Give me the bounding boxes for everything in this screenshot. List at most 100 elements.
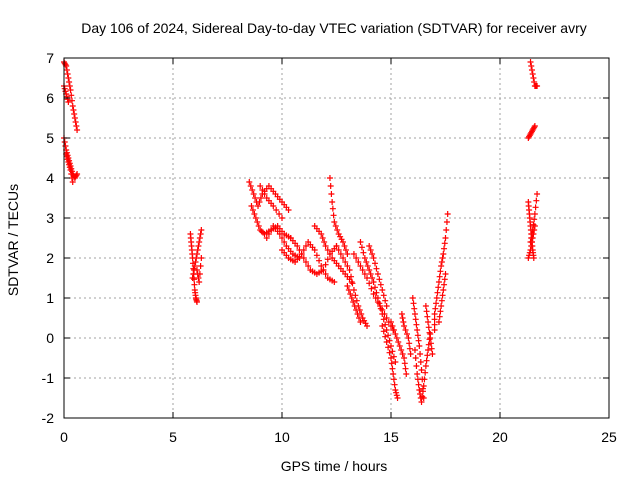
y-tick-label: 7 bbox=[46, 50, 54, 66]
data-point bbox=[66, 164, 73, 171]
data-point bbox=[444, 211, 451, 217]
y-tick-label: 3 bbox=[46, 210, 54, 226]
data-point bbox=[63, 153, 70, 160]
data-point bbox=[390, 376, 397, 383]
data-point bbox=[388, 355, 394, 361]
data-point bbox=[350, 251, 357, 257]
data-point bbox=[390, 371, 397, 377]
data-point bbox=[370, 255, 377, 261]
data-point bbox=[356, 315, 363, 321]
data-point bbox=[528, 63, 535, 69]
data-point bbox=[401, 360, 408, 367]
data-point bbox=[256, 199, 263, 205]
data-point bbox=[279, 215, 285, 221]
data-point bbox=[434, 289, 441, 296]
data-point bbox=[346, 267, 353, 273]
data-point bbox=[410, 300, 417, 307]
y-tick-label: 0 bbox=[46, 330, 54, 346]
data-point bbox=[424, 313, 431, 320]
data-point bbox=[531, 211, 538, 217]
data-point bbox=[69, 179, 76, 185]
data-point bbox=[357, 319, 364, 325]
data-point bbox=[326, 175, 333, 181]
data-point bbox=[531, 223, 538, 229]
data-point bbox=[68, 92, 75, 99]
data-series-sdtvar bbox=[61, 59, 541, 405]
data-point bbox=[400, 319, 407, 325]
data-point bbox=[368, 285, 375, 292]
data-point bbox=[347, 291, 354, 297]
data-point bbox=[431, 311, 438, 317]
y-tick-label: -1 bbox=[42, 370, 55, 386]
data-point bbox=[534, 191, 541, 197]
data-point bbox=[435, 279, 442, 285]
x-tick-label: 10 bbox=[274, 429, 290, 445]
data-point bbox=[376, 300, 383, 307]
data-point bbox=[313, 252, 320, 259]
data-point bbox=[73, 172, 80, 179]
data-point bbox=[527, 247, 534, 253]
data-point bbox=[366, 267, 373, 273]
data-point bbox=[443, 219, 450, 225]
data-point bbox=[437, 268, 444, 275]
data-point bbox=[316, 257, 323, 264]
data-point bbox=[414, 376, 421, 383]
x-tick-label: 5 bbox=[169, 429, 177, 445]
data-point bbox=[441, 240, 448, 247]
data-point bbox=[322, 261, 329, 268]
data-point bbox=[414, 332, 421, 339]
data-point bbox=[529, 235, 536, 241]
data-point bbox=[438, 259, 445, 265]
data-point bbox=[389, 365, 396, 372]
data-point bbox=[62, 61, 69, 68]
data-point bbox=[415, 381, 422, 388]
y-tick-label: 1 bbox=[46, 290, 54, 306]
data-point bbox=[372, 284, 379, 291]
data-point bbox=[386, 349, 393, 356]
data-point bbox=[348, 279, 355, 285]
x-tick-label: 15 bbox=[383, 429, 399, 445]
data-point bbox=[348, 273, 355, 280]
data-point bbox=[69, 103, 76, 109]
data-point bbox=[61, 85, 68, 92]
data-point bbox=[296, 247, 303, 253]
data-point bbox=[62, 143, 69, 149]
data-point bbox=[268, 227, 275, 233]
data-point bbox=[432, 305, 439, 312]
data-point bbox=[193, 299, 200, 305]
data-point bbox=[250, 191, 257, 197]
data-point bbox=[197, 231, 204, 237]
data-point bbox=[340, 239, 347, 245]
data-point bbox=[333, 243, 340, 249]
data-point bbox=[526, 252, 533, 259]
data-point bbox=[249, 207, 256, 213]
data-point bbox=[409, 295, 416, 301]
data-point bbox=[405, 335, 412, 341]
data-point bbox=[393, 389, 400, 396]
data-point bbox=[320, 267, 327, 273]
data-point bbox=[331, 279, 338, 285]
data-point bbox=[393, 335, 400, 341]
data-point bbox=[424, 352, 431, 359]
data-point bbox=[373, 265, 380, 272]
data-point bbox=[383, 315, 390, 321]
data-point bbox=[398, 347, 405, 353]
data-point bbox=[196, 235, 203, 241]
data-point bbox=[392, 387, 399, 393]
data-point bbox=[328, 191, 335, 197]
data-point bbox=[436, 313, 443, 320]
data-point bbox=[419, 388, 426, 395]
data-point bbox=[193, 267, 200, 273]
data-point bbox=[198, 227, 205, 233]
data-point bbox=[189, 275, 196, 281]
data-point bbox=[197, 263, 204, 269]
data-point bbox=[302, 243, 309, 249]
data-point bbox=[439, 292, 446, 299]
data-point bbox=[198, 255, 205, 261]
data-point bbox=[285, 207, 292, 213]
data-point bbox=[65, 159, 72, 165]
data-point bbox=[196, 239, 203, 245]
y-tick-label: 5 bbox=[46, 130, 54, 146]
x-tick-label: 0 bbox=[60, 429, 68, 445]
